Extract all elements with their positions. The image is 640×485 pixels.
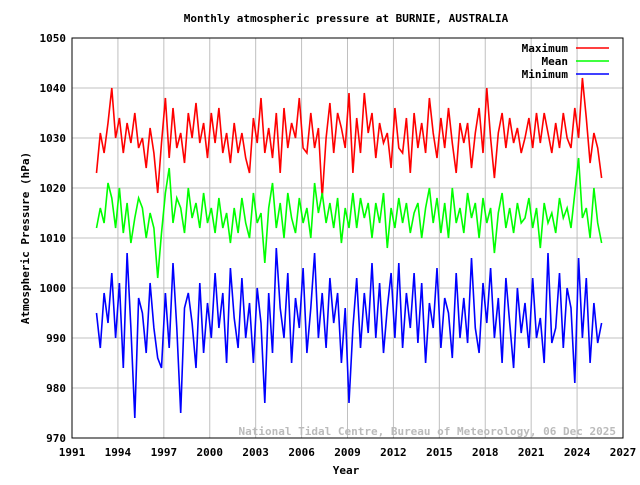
- y-tick-label: 1020: [40, 182, 67, 195]
- plot-frame: [71, 37, 624, 439]
- x-tick-label: 2009: [334, 446, 361, 459]
- y-tick-label: 1040: [40, 82, 67, 95]
- y-tick-label: 1050: [40, 32, 67, 45]
- legend-label-mean: Mean: [542, 55, 569, 68]
- legend: Maximum Mean Minimum: [522, 42, 609, 81]
- watermark: National Tidal Centre, Bureau of Meteoro…: [239, 425, 617, 438]
- x-tick-label: 2021: [518, 446, 545, 459]
- y-tick-labels: 970 980 990 1000 1010 1020 1030 1040 1050: [40, 32, 67, 445]
- x-tick-labels: 1991 1994 1997 2000 2003 2006 2009 2012 2015 2018…: [59, 446, 637, 459]
- x-tick-label: 1997: [151, 446, 178, 459]
- y-tick-label: 990: [46, 332, 66, 345]
- x-tick-label: 1994: [105, 446, 132, 459]
- y-tick-label: 980: [46, 382, 66, 395]
- legend-label-maximum: Maximum: [522, 42, 569, 55]
- x-tick-label: 2006: [288, 446, 315, 459]
- x-tick-label: 2003: [242, 446, 269, 459]
- y-tick-label: 1030: [40, 132, 67, 145]
- y-tick-label: 1010: [40, 232, 67, 245]
- x-tick-label: 1991: [59, 446, 86, 459]
- y-axis-label: Atmospheric Pressure (hPa): [19, 152, 32, 324]
- x-tick-label: 2012: [380, 446, 407, 459]
- y-tick-label: 1000: [40, 282, 67, 295]
- series-line-maximum: [95, 77, 603, 199]
- x-tick-label: 2000: [197, 446, 224, 459]
- x-tick-label: 2024: [564, 446, 591, 459]
- chart-title: Monthly atmospheric pressure at BURNIE, …: [184, 12, 509, 25]
- x-tick-label: 2015: [426, 446, 453, 459]
- series-lines: [95, 77, 603, 419]
- legend-label-minimum: Minimum: [522, 68, 569, 81]
- x-tick-label: 2027: [610, 446, 637, 459]
- y-tick-label: 970: [46, 432, 66, 445]
- x-tick-label: 2018: [472, 446, 499, 459]
- series-line-mean: [95, 157, 603, 279]
- series-line-minimum: [95, 247, 603, 419]
- x-axis-label: Year: [333, 464, 360, 477]
